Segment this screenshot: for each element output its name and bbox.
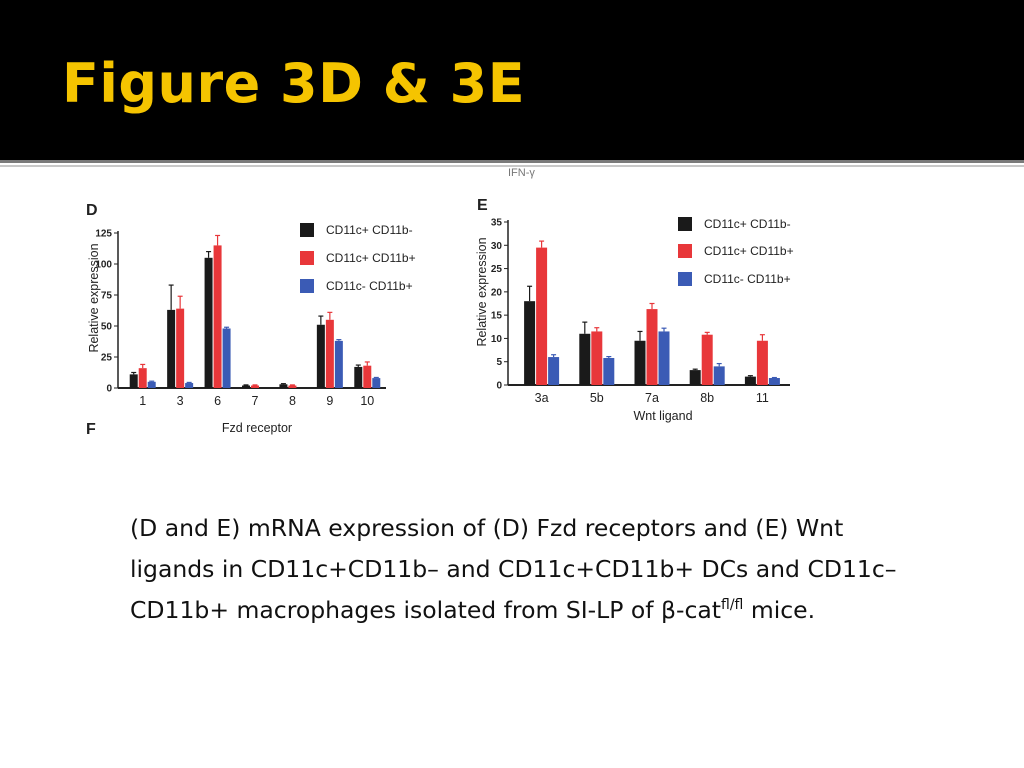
panel-e-x-tick-label: 5b (590, 391, 604, 405)
panel-e-letter: E (477, 197, 488, 214)
panel-d-x-tick-label: 6 (214, 394, 221, 408)
panel-d-x-tick-label: 1 (139, 394, 146, 408)
panel-e-bar-8b-s2 (701, 334, 713, 385)
panel-e-y-tick-label: 10 (491, 334, 503, 345)
panel-d-bar-6-s2 (213, 245, 222, 388)
panel-d-letter: D (86, 202, 98, 219)
panel-e-y-label: Relative expression (475, 237, 489, 346)
panel-d-bar-9-s2 (325, 319, 334, 388)
panel-d-bar-10-s1 (354, 366, 363, 388)
panel-e-bar-11-s3 (768, 378, 780, 385)
panel-e-y-tick-label: 5 (496, 357, 502, 368)
panel-e-bar-5b-s2 (591, 331, 603, 385)
panel-d-y-tick-label: 50 (101, 322, 113, 333)
panel-d-legend-label-2: CD11c+ CD11b+ (326, 251, 416, 265)
panel-d-y-tick-label: 25 (101, 353, 113, 364)
panel-d-bar-1-s3 (147, 381, 156, 388)
caption-end: mice. (743, 596, 816, 624)
panel-e-x-tick-label: 11 (756, 391, 769, 405)
divider-line (0, 160, 1024, 163)
divider-line-light (0, 165, 1024, 167)
panel-d-legend-label-3: CD11c- CD11b+ (326, 279, 413, 293)
panel-e-bar-5b-s1 (579, 333, 591, 385)
panel-e-x-tick-label: 7a (645, 391, 659, 405)
panel-e-legend-swatch-3 (678, 272, 692, 286)
panel-d-bar-7-s2 (251, 385, 259, 388)
panel-e-bar-8b-s3 (713, 366, 725, 385)
panel-d-bar-9-s1 (316, 324, 325, 388)
panel-e-bar-7a-s3 (658, 331, 670, 385)
panel-d-x-label: Fzd receptor (222, 421, 292, 435)
panel-d-legend-swatch-2 (300, 251, 314, 265)
panel-e-bar-7a-s1 (634, 340, 646, 385)
cropped-label-top: IFN-γ (508, 167, 535, 179)
panel-d-y-tick-label: 125 (95, 229, 112, 240)
panel-d-bar-1-s2 (138, 368, 147, 388)
title-bar: Figure 3D & 3E (0, 0, 1024, 160)
panel-e-bar-7a-s2 (646, 309, 658, 385)
panel-e-y-tick-label: 35 (491, 218, 503, 229)
panel-d-x-tick-label: 9 (326, 394, 333, 408)
panel-d-x-tick-label: 10 (360, 394, 374, 408)
panel-d-bar-6-s1 (204, 257, 213, 388)
panel-e-bar-3a-s3 (548, 357, 560, 385)
panel-d-bar-10-s3 (372, 378, 381, 388)
caption-superscript: fl/fl (721, 597, 744, 614)
panel-d-bar-3-s2 (176, 308, 185, 388)
panel-d-bar-3-s3 (185, 383, 194, 388)
panel-e-bar-11-s1 (744, 376, 756, 385)
panel-e-bar-11-s2 (756, 340, 768, 385)
panel-d-bar-7-s1 (242, 385, 250, 388)
panel-e-legend-label-1: CD11c+ CD11b- (704, 217, 791, 231)
panel-e-legend-swatch-2 (678, 244, 692, 258)
panel-d-x-tick-label: 7 (252, 394, 259, 408)
panel-e-legend-label-2: CD11c+ CD11b+ (704, 244, 794, 258)
panel-e-x-label: Wnt ligand (633, 409, 692, 423)
panel-d-bar-9-s3 (334, 340, 343, 388)
panel-e-y-tick-label: 25 (491, 264, 503, 275)
panel-d-legend-swatch-3 (300, 279, 314, 293)
panel-e-y-tick-label: 15 (491, 311, 503, 322)
panel-d-bar-8-s2 (288, 385, 297, 388)
panel-e-x-tick-label: 8b (700, 391, 714, 405)
panel-d-x-tick-label: 8 (289, 394, 296, 408)
panel-d-bar-1-s1 (129, 374, 138, 388)
panel-letter-f: F (86, 421, 96, 438)
panel-d-legend-label-1: CD11c+ CD11b- (326, 223, 413, 237)
slide-title: Figure 3D & 3E (62, 52, 526, 115)
panel-e-legend-label-3: CD11c- CD11b+ (704, 272, 791, 286)
figure-caption: (D and E) mRNA expression of (D) Fzd rec… (130, 508, 910, 631)
panel-e-x-tick-label: 3a (535, 391, 549, 405)
caption-text: (D and E) mRNA expression of (D) Fzd rec… (130, 514, 897, 624)
panel-e-y-tick-label: 30 (491, 241, 503, 252)
panel-d-y-label: Relative expression (87, 243, 101, 352)
panel-d-x-tick-label: 3 (177, 394, 184, 408)
panel-d-bar-10-s2 (363, 365, 372, 388)
panel-e-legend-swatch-1 (678, 217, 692, 231)
panel-e-bar-8b-s1 (689, 370, 701, 385)
panel-e-y-tick-label: 0 (496, 381, 502, 392)
panel-e-bar-3a-s1 (524, 301, 536, 385)
panel-e-y-tick-label: 20 (491, 287, 503, 298)
panel-d-bar-3-s1 (167, 309, 176, 388)
panel-d-legend-swatch-1 (300, 223, 314, 237)
panel-d-y-tick-label: 75 (101, 291, 113, 302)
panel-e-bar-5b-s3 (603, 357, 615, 385)
panel-d-bar-8-s1 (279, 384, 288, 388)
panel-d-bar-6-s3 (222, 328, 231, 388)
panel-d-y-tick-label: 100 (95, 260, 112, 271)
panel-e-bar-3a-s2 (536, 247, 548, 385)
panel-d-y-tick-label: 0 (106, 384, 112, 395)
